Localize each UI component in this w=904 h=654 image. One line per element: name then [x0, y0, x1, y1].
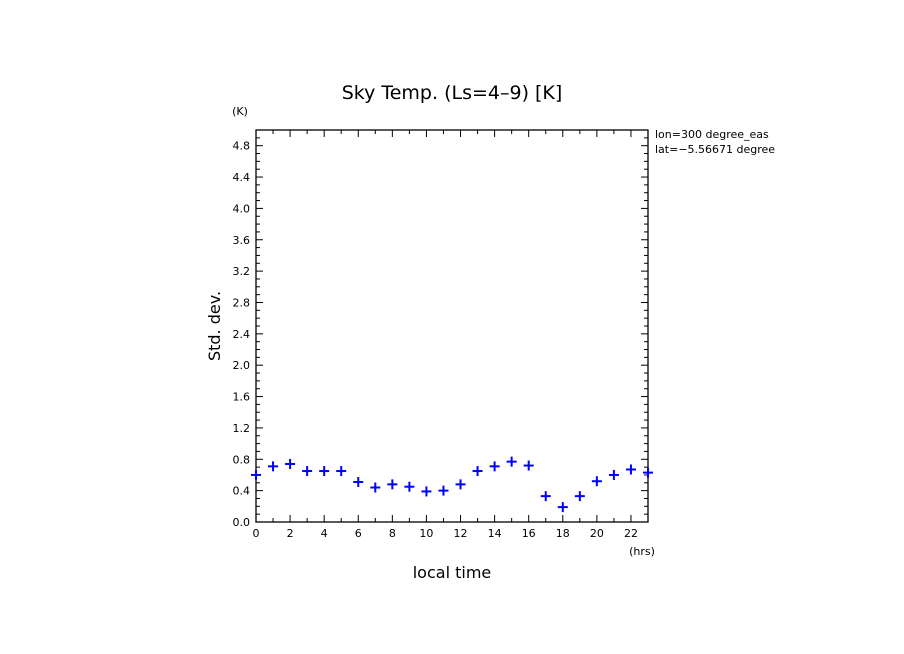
y-tick-label: 0.0 — [233, 516, 251, 529]
y-tick-label: 4.4 — [233, 171, 251, 184]
x-tick-label: 4 — [321, 527, 328, 540]
data-point — [438, 485, 449, 496]
data-point — [625, 464, 636, 475]
x-tick-label: 18 — [556, 527, 570, 540]
x-tick-label: 6 — [355, 527, 362, 540]
x-tick-label: 16 — [522, 527, 536, 540]
data-point — [608, 469, 619, 480]
data-point — [591, 476, 602, 487]
data-point — [421, 486, 432, 497]
data-point — [489, 461, 500, 472]
annotation-lat: lat=−5.56671 degree — [655, 143, 775, 156]
data-point — [574, 491, 585, 502]
y-tick-label: 2.4 — [233, 328, 251, 341]
data-point — [319, 466, 330, 477]
data-point — [268, 461, 279, 472]
axis-ticks: 0 2 4 6 8 10 12 14 16 18 20 22 0.0 0.4 0.8 1.2 1.6 2.0 2.4… — [233, 129, 649, 540]
y-tick-label: 1.2 — [233, 422, 251, 435]
data-point — [302, 466, 313, 477]
y-axis-label: Std. dev. — [205, 291, 224, 361]
data-point — [387, 479, 398, 490]
x-axis-label: local time — [413, 563, 492, 582]
y-tick-label: 0.8 — [233, 453, 251, 466]
data-point — [540, 491, 551, 502]
y-tick-label: 0.4 — [233, 485, 251, 498]
x-tick-label: 14 — [488, 527, 502, 540]
y-tick-label: 1.6 — [233, 391, 251, 404]
data-point — [643, 467, 653, 478]
chart-title: Sky Temp. (Ls=4–9) [K] — [342, 82, 563, 104]
data-point — [455, 479, 466, 490]
data-point — [353, 477, 364, 488]
y-tick-label: 4.0 — [233, 202, 251, 215]
y-tick-label: 3.2 — [233, 265, 251, 278]
x-tick-label: 0 — [253, 527, 260, 540]
x-tick-label: 20 — [590, 527, 604, 540]
x-tick-label: 2 — [287, 527, 294, 540]
data-point — [336, 466, 347, 477]
x-unit-label: (hrs) — [629, 545, 655, 558]
x-tick-label: 8 — [389, 527, 396, 540]
annotation-lon: lon=300 degree_eas — [655, 128, 769, 141]
data-point — [557, 502, 568, 513]
data-point — [506, 456, 517, 467]
data-point — [404, 481, 415, 492]
y-tick-label: 2.8 — [233, 296, 251, 309]
plot-frame — [255, 129, 649, 523]
data-point — [523, 460, 534, 471]
x-tick-label: 10 — [419, 527, 433, 540]
y-tick-label: 3.6 — [233, 234, 251, 247]
x-tick-label: 22 — [624, 527, 638, 540]
data-point — [285, 458, 296, 469]
data-points — [251, 456, 653, 513]
x-tick-label: 12 — [454, 527, 468, 540]
data-point — [472, 466, 483, 477]
y-tick-label: 4.8 — [233, 140, 251, 153]
data-point — [251, 469, 261, 480]
data-point — [370, 482, 381, 493]
y-tick-label: 2.0 — [233, 359, 251, 372]
y-unit-label: (K) — [232, 105, 248, 118]
